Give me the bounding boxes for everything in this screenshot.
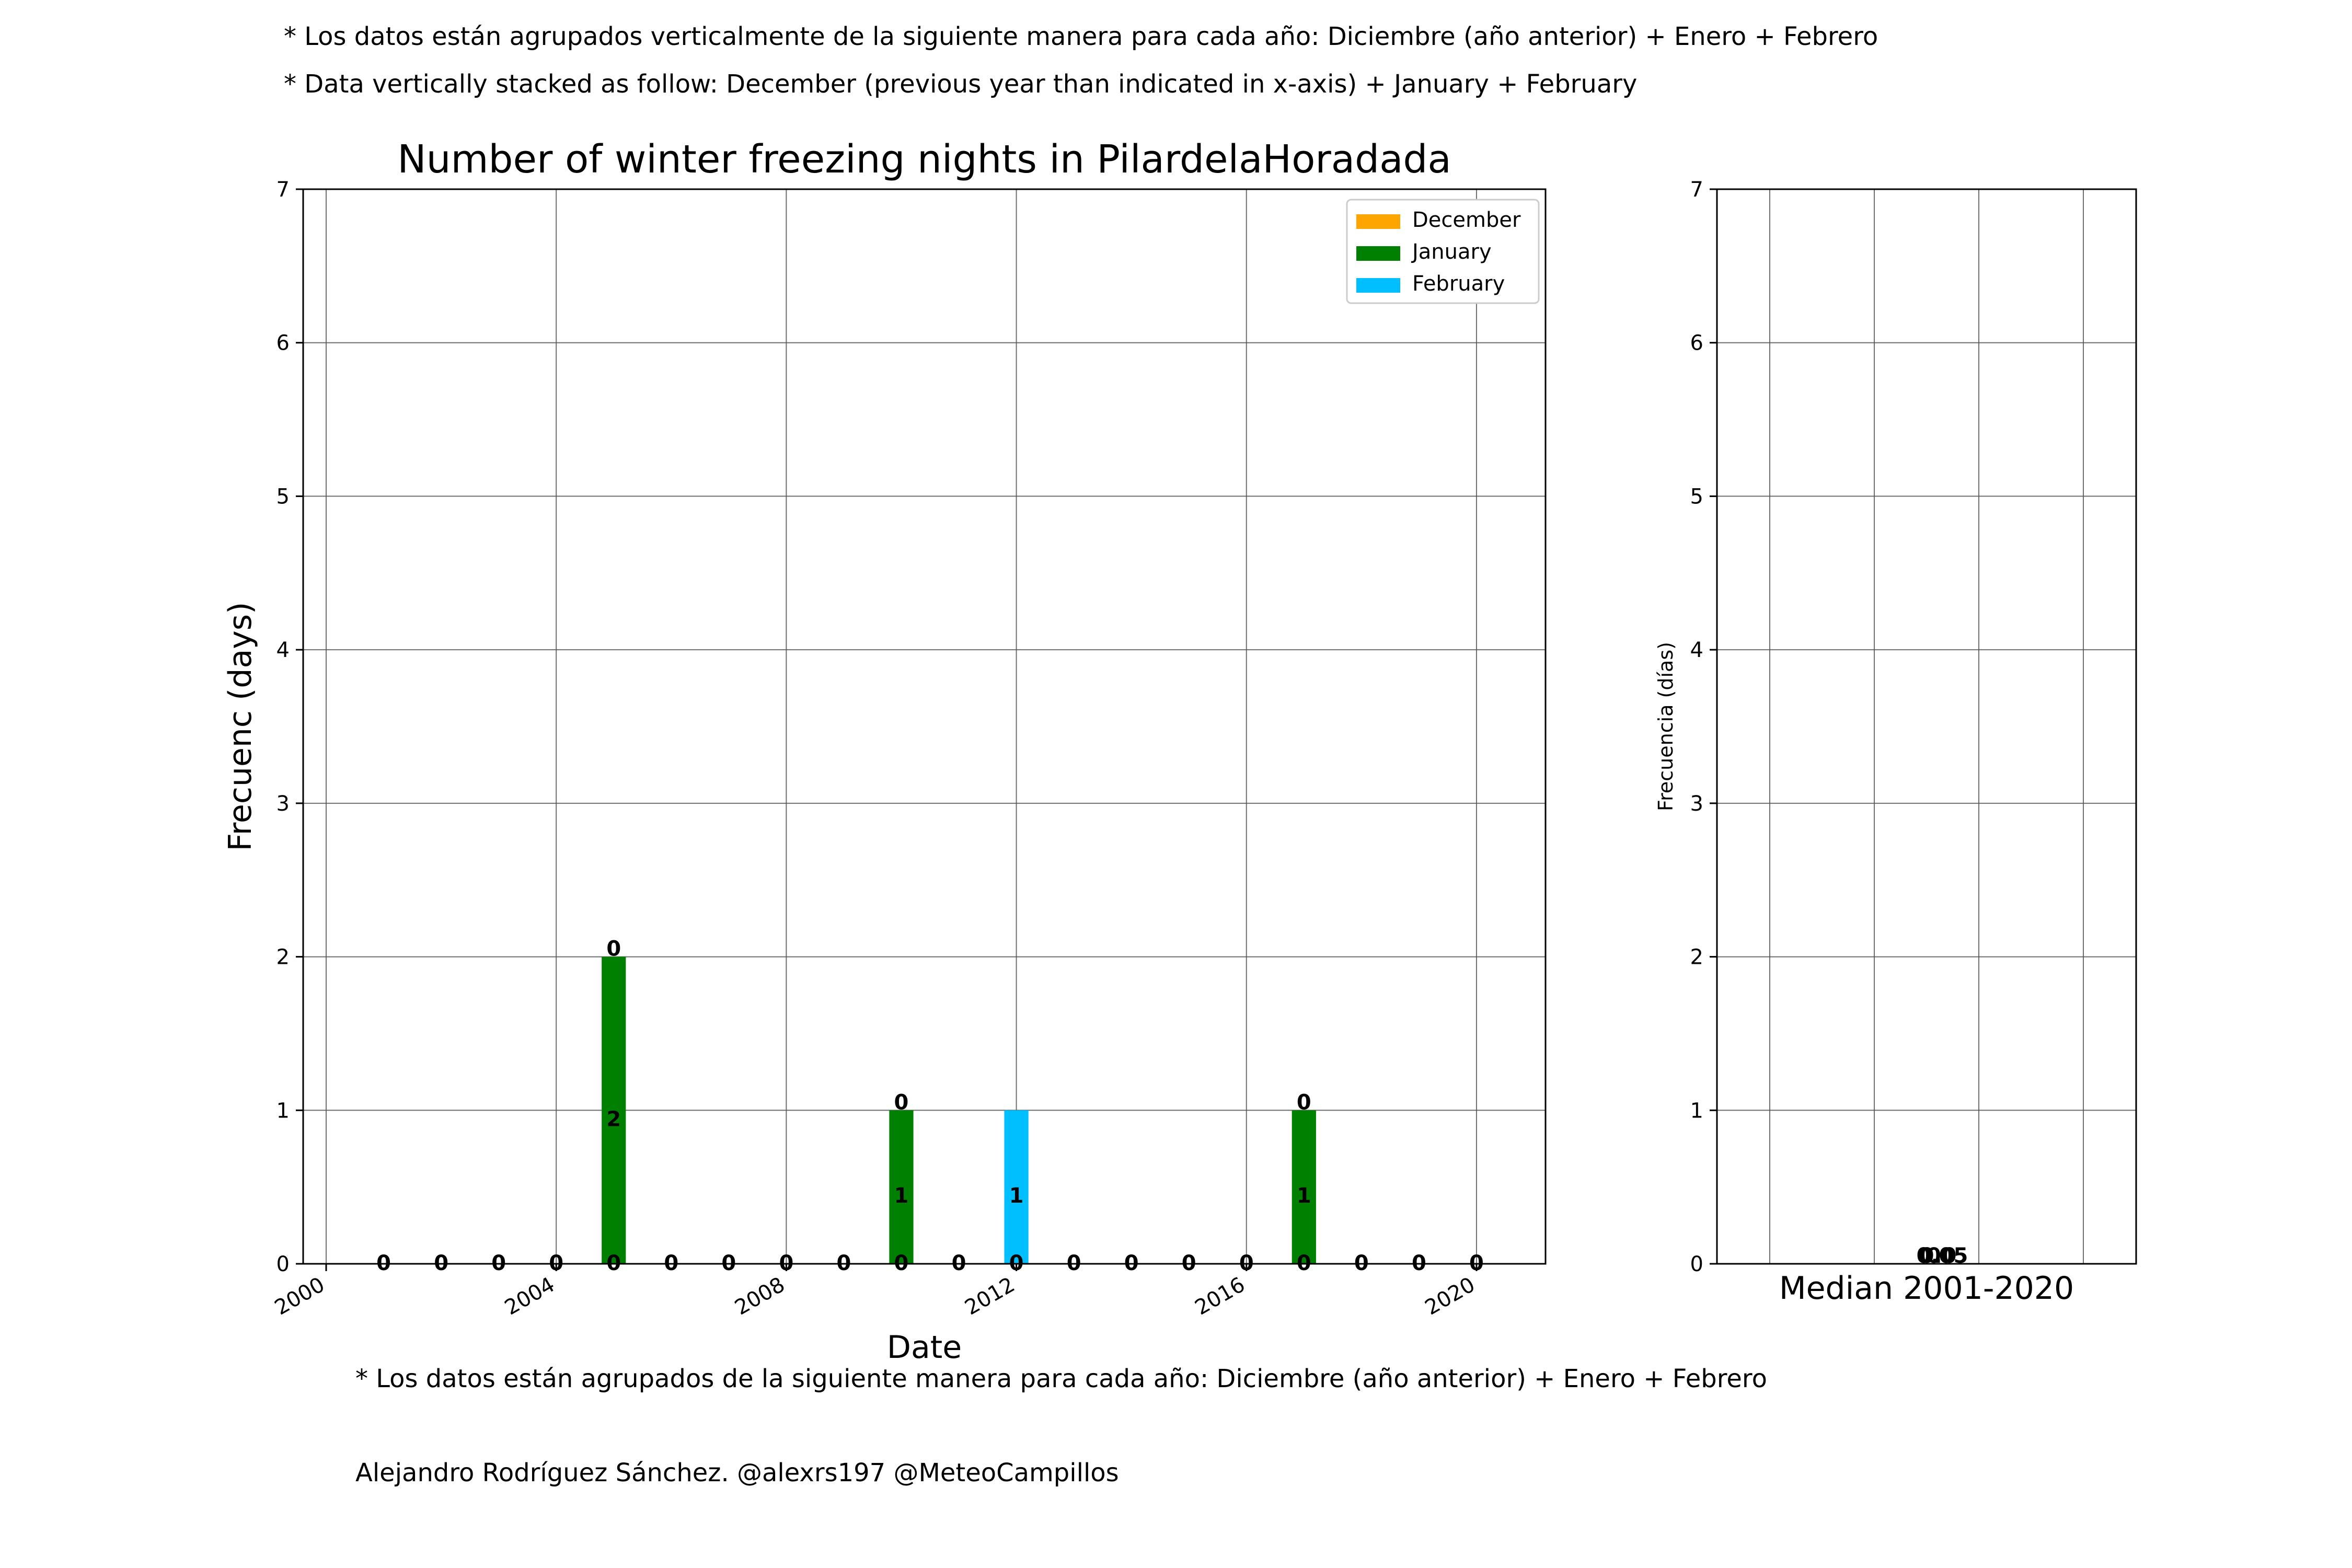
legend-swatch-december <box>1356 214 1400 229</box>
plot-frame <box>1716 188 2137 1265</box>
note-top-en: * Data vertically stacked as follow: Dec… <box>284 70 1638 99</box>
y-tick-label: 0 <box>276 1252 290 1276</box>
legend-swatch-january <box>1356 246 1400 261</box>
y-tick-label: 6 <box>276 331 290 355</box>
x-axis-label: Date <box>887 1329 962 1366</box>
credit-line: Alejandro Rodríguez Sánchez. @alexrs197 … <box>355 1458 1119 1488</box>
value-label-january: 2 <box>606 1107 621 1131</box>
value-label-february: 0 <box>606 937 621 961</box>
value-label-february: 0 <box>1297 1090 1311 1114</box>
x-tick-label: 2012 <box>961 1273 1019 1320</box>
y-tick-label: 5 <box>276 485 290 509</box>
y-tick-label: 2 <box>276 946 290 970</box>
y-tick-label: 6 <box>1690 331 1703 355</box>
y-axis-label: Frecuenc (days) <box>222 602 259 851</box>
y-tick-label: 1 <box>1690 1099 1703 1123</box>
x-axis-label: Median 2001-2020 <box>1779 1270 2074 1307</box>
y-tick-label: 1 <box>276 1099 290 1123</box>
plot-frame <box>302 188 1547 1265</box>
x-tick-label: 2000 <box>271 1273 329 1320</box>
bar-january <box>602 956 626 1264</box>
y-tick-label: 7 <box>276 178 290 202</box>
bar-january <box>1292 1110 1316 1264</box>
bar-january <box>889 1110 914 1264</box>
y-tick-label: 7 <box>1690 178 1703 202</box>
legend-label-february: February <box>1412 272 1505 296</box>
legend-label-december: December <box>1412 208 1521 232</box>
y-axis-label: Frecuencia (días) <box>1654 642 1677 811</box>
x-tick-label: 2020 <box>1421 1273 1479 1320</box>
legend-label-january: January <box>1411 240 1492 264</box>
x-tick-label: 2004 <box>501 1273 559 1320</box>
x-tick-label: 2016 <box>1191 1273 1249 1320</box>
legend-swatch-february <box>1356 278 1400 293</box>
y-tick-label: 2 <box>1690 946 1703 970</box>
x-tick-label: 2008 <box>731 1273 789 1320</box>
median-value-label: 0.05 <box>1917 1244 1968 1268</box>
note-bottom-es: * Los datos están agrupados de la siguie… <box>355 1364 1767 1393</box>
median-value-label: 0.0 <box>1920 1244 1957 1268</box>
chart-title: Number of winter freezing nights in Pila… <box>397 137 1451 182</box>
y-tick-label: 3 <box>276 792 290 816</box>
bar-february <box>1004 1110 1029 1264</box>
y-tick-label: 4 <box>276 638 290 662</box>
value-label-january: 1 <box>894 1184 909 1208</box>
value-label-january: 1 <box>1297 1184 1311 1208</box>
note-top-es: * Los datos están agrupados verticalment… <box>284 22 1878 51</box>
value-label-february: 1 <box>1009 1184 1024 1208</box>
median-value-label: 0 <box>1927 1244 1941 1268</box>
y-tick-label: 4 <box>1690 638 1703 662</box>
y-tick-label: 5 <box>1690 485 1703 509</box>
y-tick-label: 0 <box>1690 1252 1703 1276</box>
value-label-february: 0 <box>894 1090 909 1114</box>
y-tick-label: 3 <box>1690 792 1703 816</box>
